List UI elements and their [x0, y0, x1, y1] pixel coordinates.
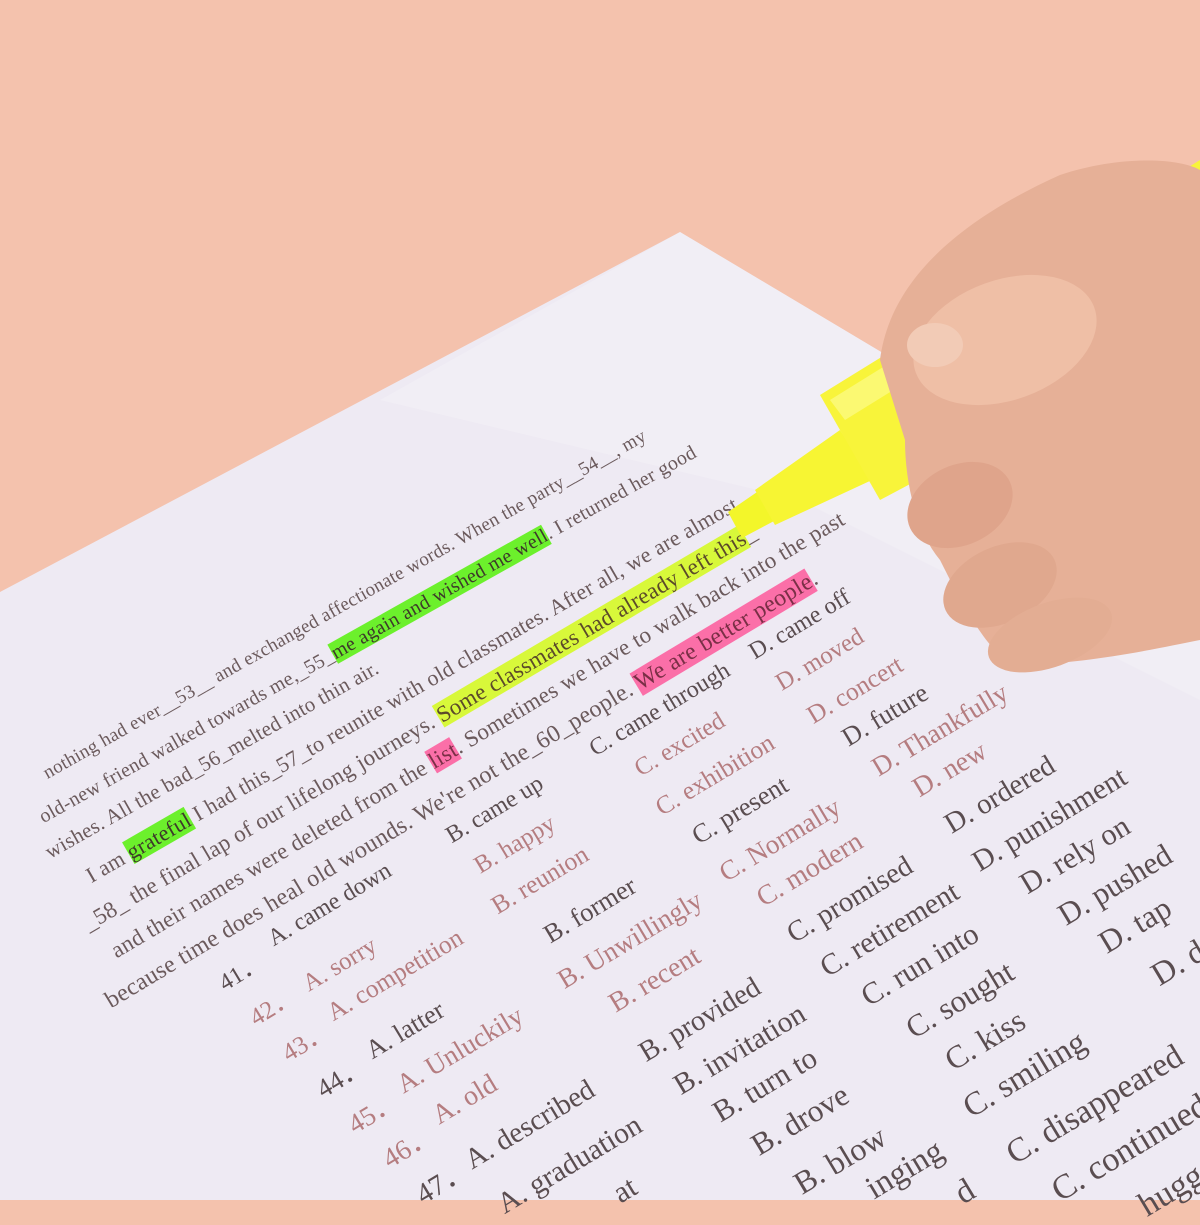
- hand-with-highlighter: [728, 160, 1200, 673]
- hand: [880, 160, 1200, 673]
